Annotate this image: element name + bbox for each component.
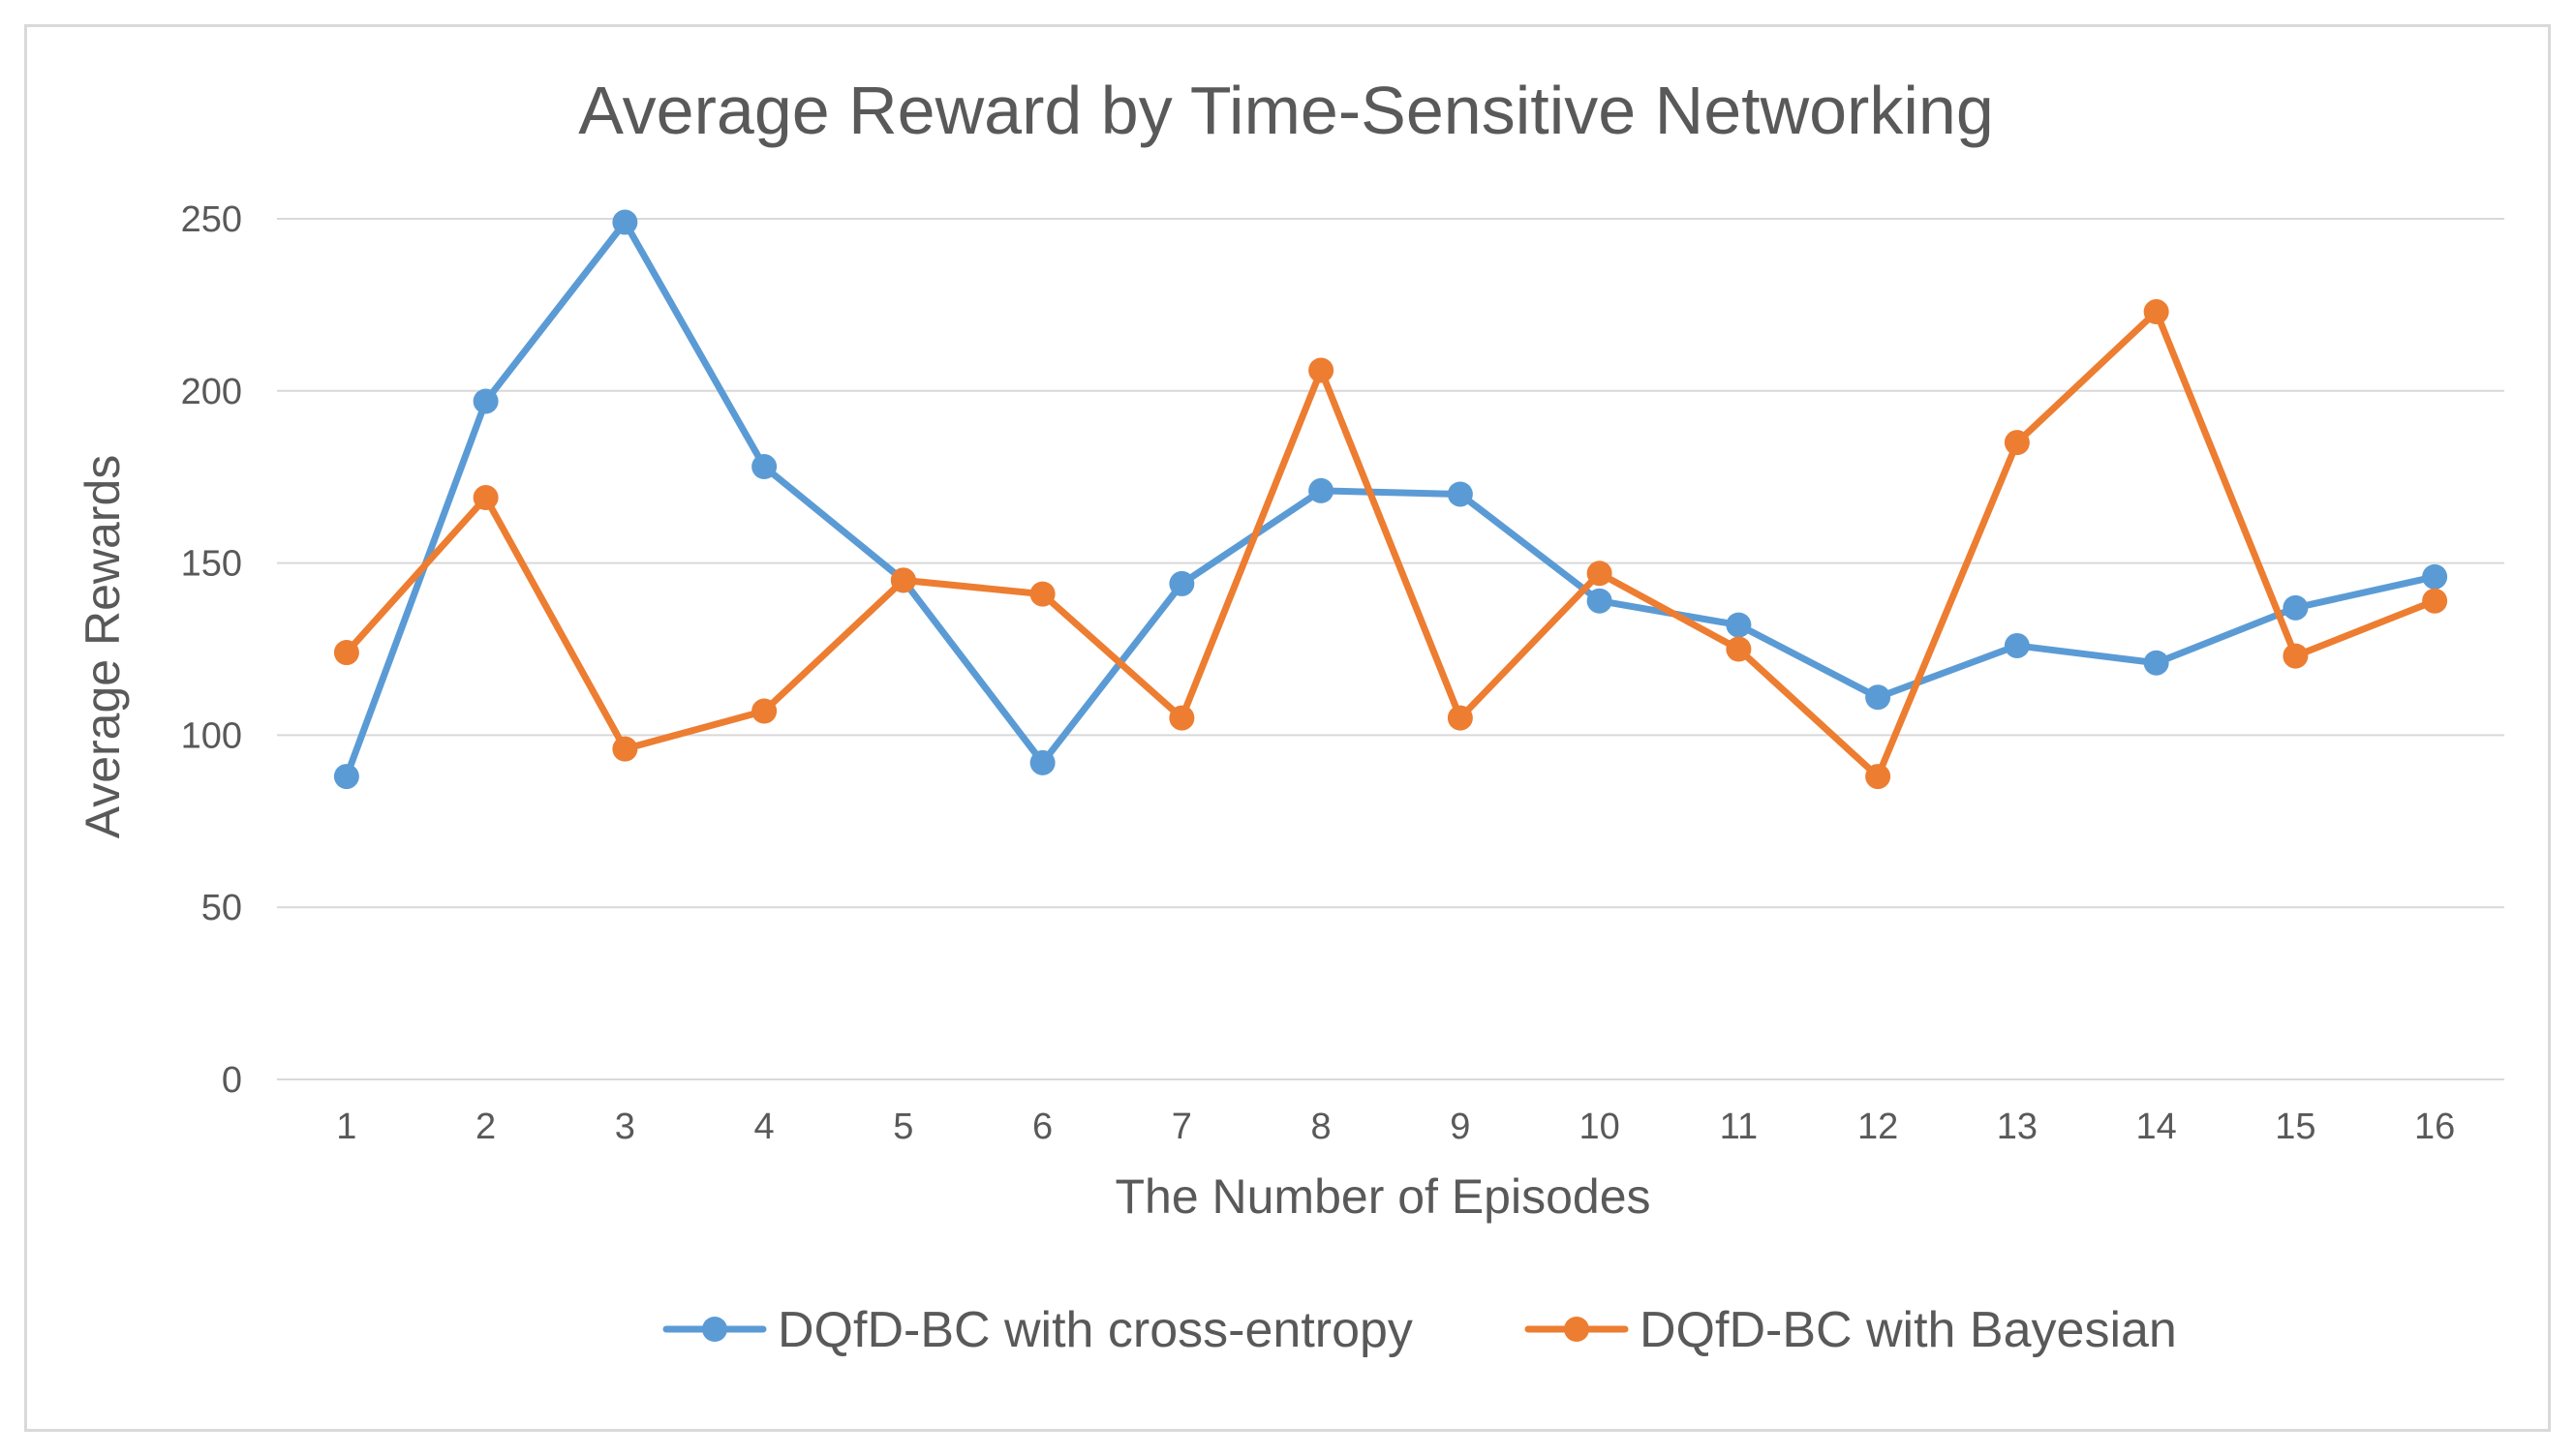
data-point: [751, 454, 778, 480]
series-line: [343, 308, 2438, 780]
series-2: [333, 299, 2448, 790]
x-tick-label: 14: [2135, 1107, 2176, 1147]
data-point: [1447, 705, 1473, 731]
data-point: [473, 388, 499, 414]
gridlines: [277, 218, 2504, 1080]
legend-label: DQfD-BC with cross-entropy: [778, 1302, 1413, 1358]
x-tick-label: 11: [1720, 1107, 1758, 1147]
y-tick-label: 50: [201, 888, 242, 928]
x-axis-ticks: 1 2 3 4 5 6 7 8 9 10 11 12 13 14 15 16: [336, 1107, 2455, 1147]
y-tick-label: 200: [181, 372, 242, 412]
x-tick-label: 16: [2414, 1107, 2455, 1147]
data-point: [612, 209, 638, 235]
series-1: [333, 209, 2448, 790]
data-point: [333, 764, 359, 790]
data-point: [2143, 650, 2169, 676]
data-point: [1865, 764, 1891, 790]
data-point: [1447, 481, 1473, 507]
x-tick-label: 3: [615, 1107, 635, 1147]
x-tick-label: 13: [1997, 1107, 2038, 1147]
data-point: [1029, 749, 1056, 775]
data-point: [1726, 636, 1752, 662]
data-point: [1308, 357, 1334, 383]
y-tick-label: 100: [181, 715, 242, 756]
x-tick-label: 7: [1172, 1107, 1192, 1147]
x-tick-label: 10: [1579, 1107, 1619, 1147]
series-line: [343, 219, 2438, 780]
data-point: [1586, 561, 1612, 587]
data-point: [612, 736, 638, 762]
chart-frame: Average Reward by Time-Sensitive Network…: [24, 24, 2551, 1432]
data-point: [2143, 299, 2169, 325]
x-tick-label: 15: [2275, 1107, 2315, 1147]
x-tick-label: 6: [1032, 1107, 1053, 1147]
x-tick-label: 8: [1311, 1107, 1332, 1147]
x-axis-title: The Number of Episodes: [1115, 1169, 1650, 1224]
legend: DQfD-BC with cross-entropy DQfD-BC with B…: [662, 1302, 2177, 1358]
data-point: [2004, 430, 2030, 456]
data-point: [2422, 563, 2448, 590]
data-point: [2422, 588, 2448, 614]
data-point: [2004, 632, 2030, 658]
y-tick-label: 0: [222, 1060, 242, 1101]
x-tick-label: 9: [1450, 1107, 1470, 1147]
y-axis-title: Average Rewards: [76, 455, 130, 839]
x-tick-label: 5: [893, 1107, 913, 1147]
y-tick-label: 150: [181, 544, 242, 585]
data-point: [1726, 612, 1752, 638]
legend-entry: DQfD-BC with Bayesian: [1524, 1302, 2177, 1358]
data-point: [1586, 588, 1612, 614]
data-point: [890, 567, 916, 593]
legend-entry: DQfD-BC with cross-entropy: [662, 1302, 1413, 1358]
x-tick-label: 1: [336, 1107, 356, 1147]
data-point: [1308, 477, 1334, 503]
x-tick-label: 4: [754, 1107, 775, 1147]
y-axis-ticks: 0 50 100 150 200 250: [181, 199, 242, 1101]
data-point: [473, 485, 499, 511]
y-tick-label: 250: [181, 199, 242, 240]
x-tick-label: 2: [475, 1107, 496, 1147]
data-point: [1865, 684, 1891, 711]
legend-label: DQfD-BC with Bayesian: [1640, 1302, 2177, 1358]
data-point: [2283, 643, 2309, 669]
data-point: [333, 640, 359, 666]
line-chart: Average Reward by Time-Sensitive Network…: [76, 73, 2504, 1358]
data-point: [751, 698, 778, 724]
data-point: [2283, 594, 2309, 621]
data-point: [1169, 705, 1195, 731]
chart-title: Average Reward by Time-Sensitive Network…: [578, 73, 1994, 148]
legend-marker: [702, 1317, 727, 1342]
legend-marker: [1564, 1317, 1589, 1342]
series-lines: [333, 209, 2448, 790]
data-point: [1029, 581, 1056, 607]
data-point: [1169, 570, 1195, 596]
x-tick-label: 12: [1857, 1107, 1898, 1147]
